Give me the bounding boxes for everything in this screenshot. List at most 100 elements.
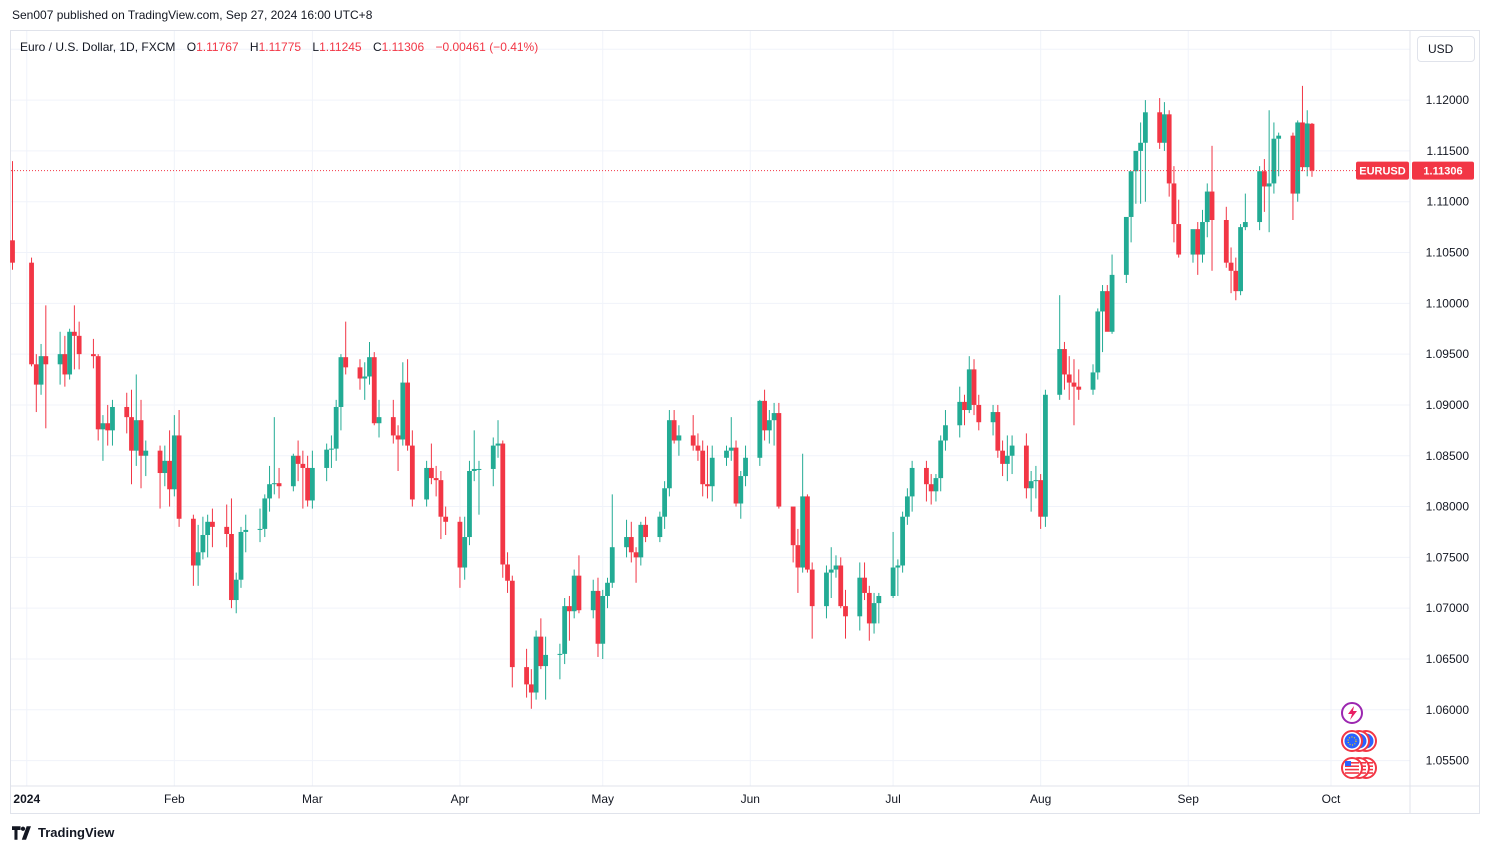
candle-body xyxy=(824,572,829,607)
price-tick-label: 1.10500 xyxy=(1426,246,1470,260)
price-tick-label: 1.10000 xyxy=(1426,296,1470,310)
close-label: C xyxy=(372,40,382,54)
candle-body xyxy=(943,425,948,441)
candle-body xyxy=(1128,171,1134,217)
candle-body xyxy=(1133,150,1139,172)
candle-body xyxy=(462,537,468,568)
candle-body xyxy=(229,533,234,601)
candle-body xyxy=(362,376,368,379)
change-value: −0.00461 (−0.41%) xyxy=(435,40,539,54)
us-flag-icon-canton xyxy=(1345,761,1351,766)
candle-body xyxy=(1004,455,1010,464)
candle-body xyxy=(904,496,910,517)
candle-body xyxy=(190,518,196,566)
candle-body xyxy=(1123,216,1129,275)
candle-body xyxy=(1233,270,1239,292)
candle-body xyxy=(143,450,149,456)
candle-body xyxy=(1290,135,1296,194)
candle-body xyxy=(909,467,915,497)
candle-body xyxy=(424,467,430,500)
candle-body xyxy=(1090,372,1096,390)
candle-body xyxy=(805,496,810,570)
candle-body xyxy=(1057,349,1063,395)
candle-body xyxy=(600,595,606,644)
candle-body xyxy=(1309,123,1315,171)
candle-body xyxy=(105,423,111,431)
high-label: H xyxy=(249,40,259,54)
price-tick-label: 1.07000 xyxy=(1426,601,1470,615)
symbol-tag-label: EURUSD xyxy=(1359,166,1406,178)
candle-body xyxy=(138,420,144,456)
candle-body xyxy=(638,524,644,558)
candle-body xyxy=(1238,227,1243,292)
candle-body xyxy=(171,435,177,490)
candle-body xyxy=(1033,480,1039,482)
us-flag-icon-stripe xyxy=(1345,772,1359,774)
candle-body xyxy=(776,413,782,507)
price-tick-label: 1.11000 xyxy=(1427,195,1470,209)
candle-body xyxy=(195,552,201,566)
candle-body xyxy=(91,354,96,357)
candle-body xyxy=(133,420,139,451)
candle-body xyxy=(538,636,544,667)
candle-body xyxy=(395,435,401,440)
candle-body xyxy=(990,412,996,423)
candle-body xyxy=(1209,191,1215,221)
published-caption: Sen007 published on TradingView.com, Sep… xyxy=(12,8,373,22)
currency-button[interactable]: USD xyxy=(1417,36,1475,62)
candle-body xyxy=(557,653,563,655)
candle-body xyxy=(733,447,739,504)
candle-body xyxy=(533,636,539,693)
candle-body xyxy=(495,443,501,446)
candle-body xyxy=(1076,386,1082,390)
candle-body xyxy=(895,565,901,568)
price-tick-label: 1.07500 xyxy=(1426,550,1470,564)
price-tick-label: 1.08500 xyxy=(1426,449,1470,463)
candle-body xyxy=(428,467,434,479)
candle-body xyxy=(67,331,73,375)
candle-body xyxy=(700,450,706,485)
candle-body xyxy=(224,526,230,534)
candle-body xyxy=(267,484,272,499)
candle-body xyxy=(528,684,534,693)
candle-body xyxy=(576,575,582,611)
chart-frame[interactable] xyxy=(10,30,1480,814)
candle-body xyxy=(1261,171,1267,187)
candle-body xyxy=(1100,291,1105,312)
price-tick-label: 1.08000 xyxy=(1426,500,1470,514)
candle-body xyxy=(957,401,963,426)
candle-body xyxy=(795,545,801,568)
candle-body xyxy=(866,592,872,624)
candle-body xyxy=(1009,445,1015,456)
footer-branding[interactable]: TradingView xyxy=(12,825,114,840)
price-tick-label: 1.09500 xyxy=(1426,347,1470,361)
candle-body xyxy=(476,468,482,470)
time-tick-label: 2024 xyxy=(13,792,40,806)
candle-body xyxy=(1276,135,1282,139)
candle-body xyxy=(243,529,249,532)
us-flag-icon-stripe xyxy=(1345,762,1359,764)
candle-body xyxy=(790,506,796,546)
candle-body xyxy=(933,478,939,492)
tradingview-logo-icon xyxy=(12,825,31,840)
ohlc-legend: Euro / U.S. Dollar, 1D, FXCM O1.11767 H1… xyxy=(20,40,546,54)
candle-body xyxy=(1109,274,1115,332)
candle-body xyxy=(890,567,896,596)
candle-body xyxy=(200,535,206,553)
footer-brand-label: TradingView xyxy=(38,825,115,840)
candle-body xyxy=(438,480,444,517)
candle-body xyxy=(205,521,211,536)
candle-body xyxy=(1162,114,1167,143)
candle-body xyxy=(724,450,729,458)
candle-body xyxy=(1166,114,1172,184)
candle-body xyxy=(309,467,315,501)
low-label: L xyxy=(312,40,320,54)
candle-body xyxy=(295,455,301,464)
candle-body xyxy=(1043,394,1048,517)
candle-body xyxy=(762,400,767,431)
candle-body xyxy=(971,369,977,405)
candle-body xyxy=(257,528,263,530)
candle-body xyxy=(371,357,377,424)
candle-body xyxy=(676,435,682,441)
